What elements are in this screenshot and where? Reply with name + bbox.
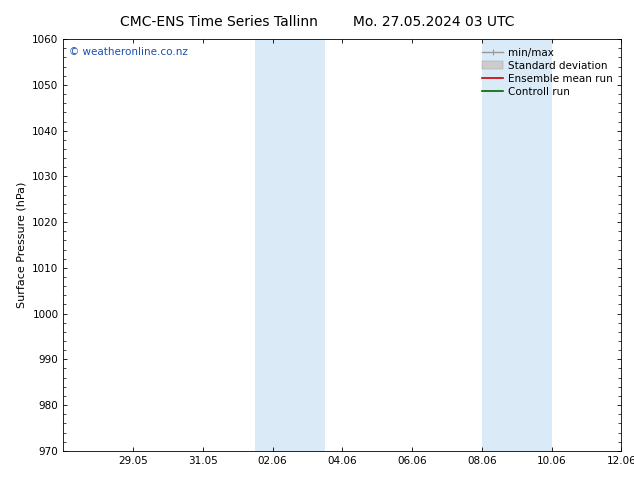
- Bar: [482, 39, 517, 451]
- Bar: [290, 39, 325, 451]
- Text: CMC-ENS Time Series Tallinn        Mo. 27.05.2024 03 UTC: CMC-ENS Time Series Tallinn Mo. 27.05.20…: [120, 15, 514, 29]
- Text: © weatheronline.co.nz: © weatheronline.co.nz: [69, 48, 188, 57]
- Y-axis label: Surface Pressure (hPa): Surface Pressure (hPa): [16, 182, 27, 308]
- Bar: [255, 39, 290, 451]
- Legend: min/max, Standard deviation, Ensemble mean run, Controll run: min/max, Standard deviation, Ensemble me…: [479, 45, 616, 100]
- Bar: [517, 39, 552, 451]
